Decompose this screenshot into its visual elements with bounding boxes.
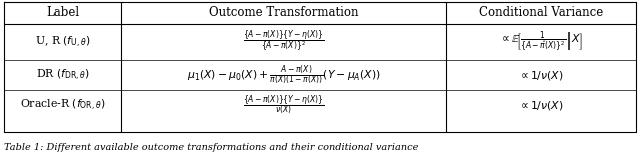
Text: $\propto \mathbb{E}\!\left[\frac{1}{\{A-\hat{\pi}(X)\}^2}\middle|X\right]$: $\propto \mathbb{E}\!\left[\frac{1}{\{A-… (499, 30, 583, 55)
Text: U, R $(f_{\mathrm{U},\theta})$: U, R $(f_{\mathrm{U},\theta})$ (35, 34, 90, 50)
Text: Label: Label (46, 6, 79, 20)
Text: $\mu_1(X) - \mu_0(X) + \frac{A-\pi(X)}{\pi(X)(1-\pi(X))}\left(Y - \mu_A(X)\right: $\mu_1(X) - \mu_0(X) + \frac{A-\pi(X)}{\… (187, 63, 381, 87)
Text: Oracle-R $(f_{\mathrm{OR},\theta})$: Oracle-R $(f_{\mathrm{OR},\theta})$ (20, 97, 105, 113)
Text: $\propto 1/\nu(X)$: $\propto 1/\nu(X)$ (518, 69, 564, 81)
Text: DR $(f_{\mathrm{DR},\theta})$: DR $(f_{\mathrm{DR},\theta})$ (36, 67, 90, 83)
Text: Outcome Transformation: Outcome Transformation (209, 6, 358, 20)
Text: Table 1: Different available outcome transformations and their conditional varia: Table 1: Different available outcome tra… (4, 142, 419, 152)
Text: $\frac{\{A-\pi(X)\}\{Y-\eta(X)\}}{\{A-\pi(X)\}^2}$: $\frac{\{A-\pi(X)\}\{Y-\eta(X)\}}{\{A-\p… (243, 29, 324, 55)
Text: $\propto 1/\nu(X)$: $\propto 1/\nu(X)$ (518, 99, 564, 111)
Text: $\frac{\{A-\pi(X)\}\{Y-\eta(X)\}}{\nu(X)}$: $\frac{\{A-\pi(X)\}\{Y-\eta(X)\}}{\nu(X)… (243, 93, 324, 117)
Text: Conditional Variance: Conditional Variance (479, 6, 604, 20)
